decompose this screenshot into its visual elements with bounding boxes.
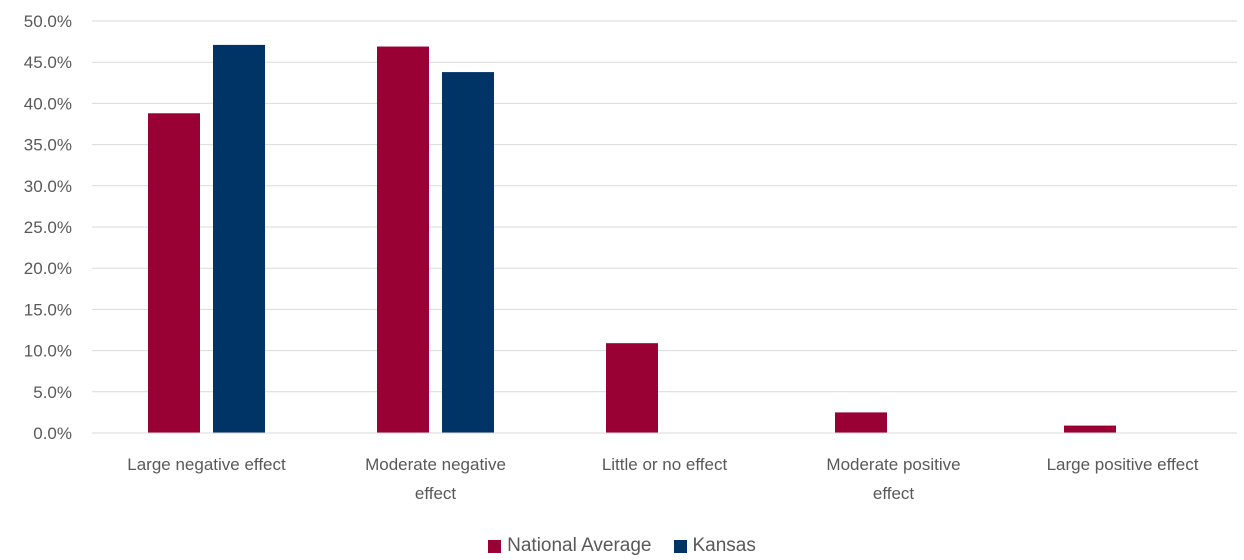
legend-item-national-average: National Average [488, 535, 652, 557]
bar [442, 72, 494, 433]
y-tick-label: 35.0% [24, 136, 72, 155]
y-tick-label: 0.0% [33, 424, 72, 443]
y-tick-label: 10.0% [24, 342, 72, 361]
x-category-label: effect [415, 484, 457, 503]
x-category-label: effect [873, 484, 915, 503]
bar [377, 46, 429, 433]
y-tick-label: 20.0% [24, 259, 72, 278]
y-tick-label: 45.0% [24, 53, 72, 72]
y-tick-label: 25.0% [24, 218, 72, 237]
bar [148, 113, 200, 434]
y-tick-label: 30.0% [24, 177, 72, 196]
legend-label-national-average: National Average [507, 535, 652, 556]
x-category-label: Large negative effect [127, 455, 286, 474]
bar-chart: 0.0% 5.0% 10.0% 15.0% 20.0% 25.0% 30.0% 35.0% 40… [24, 12, 1237, 503]
x-category-label: Moderate negative [365, 455, 506, 474]
legend: National Average Kansas [0, 534, 1244, 558]
legend-label-kansas: Kansas [692, 535, 756, 556]
bar [835, 412, 887, 433]
bar [1064, 425, 1116, 433]
legend-swatch-kansas [673, 539, 687, 553]
y-tick-label: 5.0% [33, 383, 72, 402]
y-tick-label: 50.0% [24, 12, 72, 31]
y-tick-label: 40.0% [24, 94, 72, 113]
bar [213, 44, 265, 434]
y-tick-label: 15.0% [24, 300, 72, 319]
legend-item-kansas: Kansas [673, 535, 756, 557]
x-category-label: Large positive effect [1047, 455, 1199, 474]
x-category-label: Moderate positive [826, 455, 960, 474]
bar [606, 343, 658, 433]
x-category-label: Little or no effect [602, 455, 728, 474]
legend-swatch-national-average [488, 539, 502, 553]
